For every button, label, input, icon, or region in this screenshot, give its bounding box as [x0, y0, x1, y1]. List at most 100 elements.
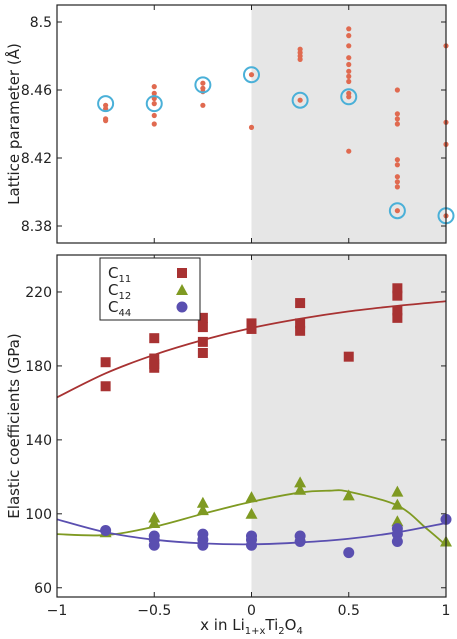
lattice-point — [394, 116, 400, 122]
lattice-point — [346, 33, 352, 39]
data-point-square — [392, 283, 403, 294]
legend-label-main: C — [108, 281, 118, 299]
data-point-square — [149, 353, 160, 364]
lattice-point — [346, 73, 352, 79]
legend-marker-square — [177, 268, 187, 278]
legend-label-main: C — [108, 264, 118, 282]
data-point-triangle — [245, 491, 258, 503]
lattice-point — [151, 90, 157, 96]
y-tick-label: 8.5 — [30, 15, 52, 31]
data-point-triangle — [294, 483, 307, 495]
lattice-point — [346, 26, 352, 32]
data-point-circle — [343, 547, 355, 559]
x-tick-label: 0.5 — [338, 603, 360, 619]
lattice-point — [346, 61, 352, 68]
legend-label: C44 — [108, 298, 131, 319]
data-point-circle — [391, 536, 403, 548]
x-axis-title-part: Ti — [264, 616, 278, 634]
lattice-point — [394, 162, 400, 168]
legend-label-sub: 11 — [118, 274, 131, 285]
data-point-square — [149, 333, 160, 344]
y-tick-label: 220 — [25, 285, 52, 301]
lowest-energy-ring — [145, 95, 163, 113]
shaded-region — [251, 5, 446, 243]
lattice-point — [200, 80, 206, 86]
legend-label: C12 — [108, 281, 131, 302]
lattice-point — [346, 148, 352, 154]
lattice-point — [346, 55, 352, 61]
y-tick-label: 60 — [34, 581, 52, 597]
lattice-point — [151, 84, 157, 90]
lattice-point — [151, 121, 157, 127]
lattice-point — [346, 78, 352, 85]
legend-label-main: C — [108, 298, 118, 316]
y-axis-title-lattice: Lattice parameter (Å) — [4, 43, 23, 205]
data-point-triangle — [391, 515, 404, 527]
lattice-point — [394, 208, 400, 214]
data-point-square — [295, 325, 306, 336]
lowest-energy-ring — [340, 88, 358, 106]
data-point-triangle — [196, 496, 209, 508]
data-point-circle — [294, 536, 306, 548]
data-point-square — [343, 351, 354, 362]
lattice-point — [297, 56, 303, 63]
lattice-point — [151, 101, 157, 107]
plot-frame — [56, 254, 447, 598]
y-tick-label: 8.46 — [21, 83, 52, 99]
lattice-point — [346, 68, 352, 74]
x-axis-title-sub: 2 — [278, 626, 284, 637]
data-point-square — [197, 347, 208, 358]
lowest-energy-ring — [243, 66, 260, 84]
data-point-triangle — [148, 511, 161, 523]
data-point-triangle — [391, 498, 404, 510]
x-tick-label: 0 — [247, 603, 256, 619]
y-tick-label: 180 — [25, 359, 52, 375]
lattice-point — [248, 124, 255, 130]
lattice-point — [346, 94, 352, 100]
x-axis-title: x in Li1+xTi2O4 — [200, 616, 303, 637]
lowest-energy-ring — [388, 202, 406, 220]
lattice-point — [394, 174, 400, 180]
legend-marker-triangle — [176, 284, 188, 295]
legend-marker-circle — [176, 301, 188, 313]
x-tick-label: −1 — [47, 603, 68, 619]
legend-label-sub: 44 — [118, 308, 131, 319]
lattice-point — [394, 184, 400, 190]
x-axis-title-part: O — [285, 616, 297, 634]
x-tick-label: 1 — [442, 603, 451, 619]
data-point-square — [295, 318, 306, 329]
lattice-point — [394, 179, 400, 185]
data-point-square — [100, 357, 111, 368]
data-point-square — [392, 305, 403, 316]
y-tick-label: 100 — [25, 507, 52, 523]
y-axis-title-elastic: Elastic coefficients (GPa) — [5, 333, 23, 518]
lowest-energy-ring — [291, 91, 309, 109]
lattice-point — [346, 43, 352, 49]
lowest-energy-ring — [97, 95, 115, 113]
x-tick-label: −0.5 — [137, 603, 171, 619]
lattice-point — [297, 97, 303, 103]
data-point-square — [197, 312, 208, 323]
lattice-parameter-panel: 8.38 8.42 8.46 8.5 — [21, 4, 455, 244]
lowest-energy-ring — [194, 76, 212, 94]
data-point-triangle — [294, 476, 307, 488]
lattice-point — [200, 102, 206, 108]
data-point-triangle — [196, 504, 209, 516]
lattice-point — [394, 121, 400, 127]
y-tick-label: 140 — [25, 433, 52, 449]
data-point-square — [392, 312, 403, 323]
shaded-region — [251, 255, 446, 597]
x-axis-title-sub: 1+x — [245, 626, 266, 637]
data-point-square — [246, 318, 257, 329]
data-point-circle — [148, 539, 160, 551]
x-axis-title-sub: 4 — [296, 626, 302, 637]
data-point-circle — [246, 539, 257, 551]
data-point-square — [392, 290, 403, 301]
legend-label-sub: 12 — [118, 291, 131, 302]
data-point-square — [295, 298, 306, 309]
data-point-square — [149, 362, 160, 373]
data-point-triangle — [391, 485, 404, 497]
data-point-circle — [100, 524, 112, 536]
